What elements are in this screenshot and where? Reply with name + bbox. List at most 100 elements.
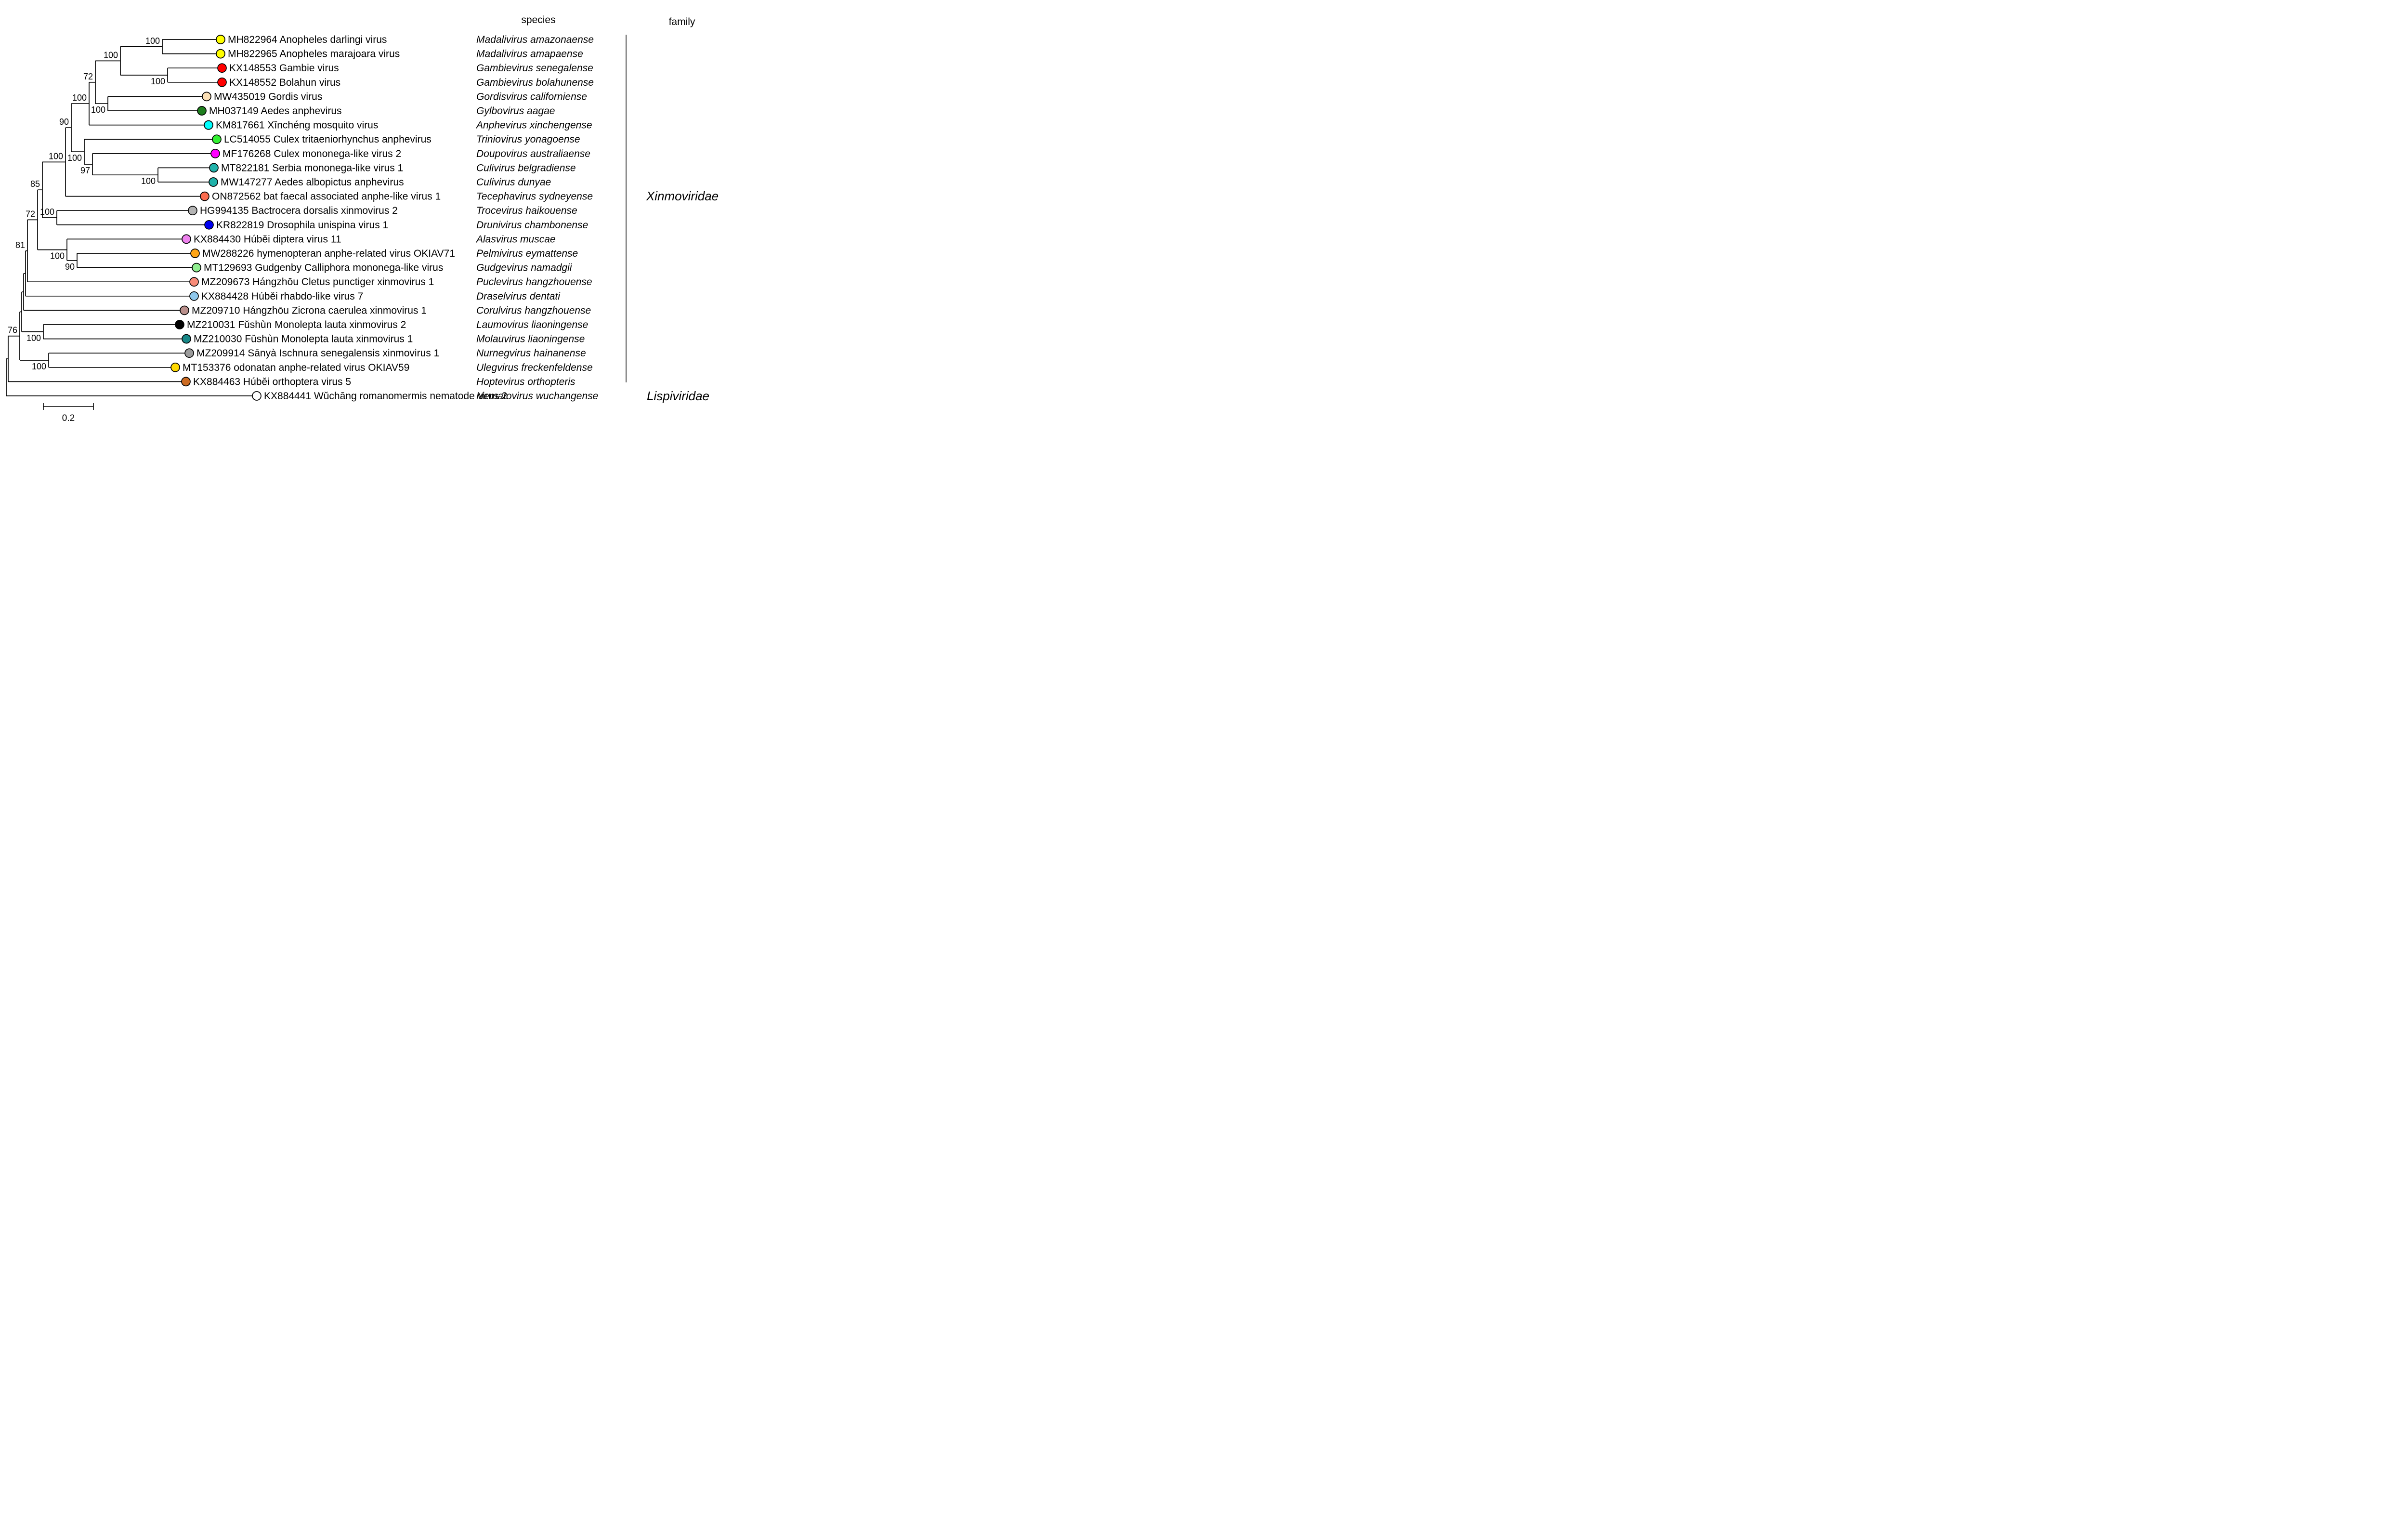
tip-marker xyxy=(217,77,227,87)
bootstrap-label: 100 xyxy=(72,93,87,103)
species-label: Culivirus belgradiense xyxy=(476,162,576,173)
tip-marker xyxy=(182,334,191,344)
tip-marker xyxy=(209,177,218,187)
species-label: Anphevirus xinchengense xyxy=(475,120,592,131)
tip-marker xyxy=(252,391,262,401)
tip-marker xyxy=(189,277,199,287)
species-label: Pelmivirus eymattense xyxy=(476,248,578,259)
family-label-lispiviridae: Lispiviridae xyxy=(647,389,709,403)
taxon-label: KM817661 Xīnchéng mosquito virus xyxy=(216,120,378,131)
bootstrap-label: 90 xyxy=(59,117,69,127)
bootstrap-label: 72 xyxy=(26,209,35,219)
species-label: Molauvirus liaoningense xyxy=(476,334,585,345)
species-label: Nematovirus wuchangense xyxy=(476,391,598,402)
tip-marker xyxy=(202,92,211,102)
species-column: Madalivirus amazonaense Madalivirus amapa… xyxy=(475,34,598,402)
scale-bar: 0.2 xyxy=(43,403,94,423)
taxon-label: MW435019 Gordis virus xyxy=(214,91,322,102)
tip-marker xyxy=(216,49,225,59)
species-label: Hoptevirus orthopteris xyxy=(476,376,576,387)
species-label: Madalivirus amapaense xyxy=(476,49,583,60)
species-label: Tecephavirus sydneyense xyxy=(476,191,593,202)
bootstrap-label: 72 xyxy=(83,72,93,81)
bootstrap-label: 85 xyxy=(30,179,40,189)
species-label: Madalivirus amazonaense xyxy=(476,34,594,45)
taxon-label: MZ209710 Hángzhōu Zicrona caerulea xinmo… xyxy=(192,305,427,316)
tip-marker xyxy=(175,320,184,329)
species-label: Gambievirus bolahunense xyxy=(476,77,594,88)
tip-marker xyxy=(200,191,209,201)
tip-marker xyxy=(188,206,197,216)
species-label: Triniovirus yonagoense xyxy=(476,134,580,145)
bootstrap-label: 100 xyxy=(32,362,46,371)
species-label: Alasvirus muscae xyxy=(475,234,556,245)
taxon-label: MW288226 hymenopteran anphe-related viru… xyxy=(202,248,455,259)
species-label: Draselvirus dentati xyxy=(476,291,561,302)
species-label: Gordisvirus californiense xyxy=(476,91,587,102)
species-label: Culivirus dunyae xyxy=(476,177,551,188)
taxon-label: LC514055 Culex tritaeniorhynchus anphevi… xyxy=(224,134,432,145)
family-column-header: family xyxy=(669,16,695,27)
taxon-label: MT822181 Serbia mononega-like virus 1 xyxy=(221,162,403,173)
bootstrap-label: 100 xyxy=(49,151,63,161)
species-label: Trocevirus haikouense xyxy=(476,205,577,216)
species-label: Puclevirus hangzhouense xyxy=(476,276,592,288)
taxon-label: KX148553 Gambie virus xyxy=(229,63,339,74)
tip-marker xyxy=(197,106,207,116)
tip-marker xyxy=(212,134,222,144)
taxon-label: MZ210031 Fǔshùn Monolepta lauta xinmovir… xyxy=(187,319,406,330)
bootstrap-label: 81 xyxy=(15,240,25,250)
taxon-label: ON872562 bat faecal associated anphe-lik… xyxy=(212,191,441,202)
bootstrap-label: 100 xyxy=(104,50,118,60)
bootstrap-label: 100 xyxy=(91,105,105,115)
bootstrap-label: 76 xyxy=(8,326,17,335)
species-label: Laumovirus liaoningense xyxy=(476,319,588,330)
species-label: Doupovirus australiaense xyxy=(476,148,590,159)
taxon-label: KR822819 Drosophila unispina virus 1 xyxy=(216,220,388,231)
taxon-label: KX884428 Húběi rhabdo-like virus 7 xyxy=(201,291,363,302)
bootstrap-label: 97 xyxy=(80,166,90,175)
species-label: Nurnegvirus hainanense xyxy=(476,348,586,359)
family-label-xinmoviridae: Xinmoviridae xyxy=(646,189,719,203)
tip-marker xyxy=(170,362,180,372)
tip-marker xyxy=(204,220,214,230)
bootstrap-label: 100 xyxy=(26,333,41,343)
taxon-label: HG994135 Bactrocera dorsalis xinmovirus … xyxy=(200,205,398,216)
scale-bar-label: 0.2 xyxy=(62,413,75,423)
taxon-label: MZ209673 Hángzhōu Cletus punctiger xinmo… xyxy=(201,276,434,288)
species-label: Corulvirus hangzhouense xyxy=(476,305,591,316)
taxon-label: MW147277 Aedes albopictus anphevirus xyxy=(221,177,404,188)
species-label: Gambievirus senegalense xyxy=(476,63,593,74)
phylogenetic-tree-figure: species family Xinmoviridae Lispiviridae… xyxy=(0,0,740,426)
bootstrap-label: 100 xyxy=(40,207,54,217)
tip-marker xyxy=(204,120,213,130)
tip-marker xyxy=(217,63,227,73)
taxon-label: MH822964 Anopheles darlingi virus xyxy=(228,34,387,45)
taxon-label: MT129693 Gudgenby Calliphora mononega-li… xyxy=(204,262,443,274)
taxon-label: MH822965 Anopheles marajoara virus xyxy=(228,49,400,60)
species-label: Drunivirus chambonense xyxy=(476,220,588,231)
tip-marker xyxy=(182,234,191,244)
tip-marker xyxy=(209,163,219,173)
bootstrap-label: 100 xyxy=(151,77,165,86)
bootstrap-label: 100 xyxy=(67,153,82,163)
tip-marker xyxy=(190,249,200,258)
bootstrap-label: 90 xyxy=(65,262,75,272)
taxon-label: KX884463 Húběi orthoptera virus 5 xyxy=(193,376,351,387)
taxon-label: MZ210030 Fǔshùn Monolepta lauta xinmovir… xyxy=(194,334,413,345)
bootstrap-label: 100 xyxy=(50,251,65,261)
taxon-label: KX884430 Húběi diptera virus 11 xyxy=(194,234,341,245)
bootstrap-label: 100 xyxy=(141,176,156,186)
taxon-label: KX884441 Wǔchāng romanomermis nematode v… xyxy=(264,391,507,402)
tip-marker xyxy=(184,348,194,358)
taxon-label: KX148552 Bolahun virus xyxy=(229,77,340,88)
tree-branches: MH822964 Anopheles darlingi virus MH82296… xyxy=(6,34,507,402)
tree-canvas: species family Xinmoviridae Lispiviridae… xyxy=(6,14,719,423)
tip-marker xyxy=(180,305,189,315)
tip-marker xyxy=(210,148,220,158)
species-label: Ulegvirus freckenfeldense xyxy=(476,362,593,373)
taxon-label: MH037149 Aedes anphevirus xyxy=(209,105,342,117)
species-label: Gylbovirus aagae xyxy=(476,105,555,117)
tip-marker xyxy=(189,291,199,301)
tip-marker xyxy=(192,262,201,273)
